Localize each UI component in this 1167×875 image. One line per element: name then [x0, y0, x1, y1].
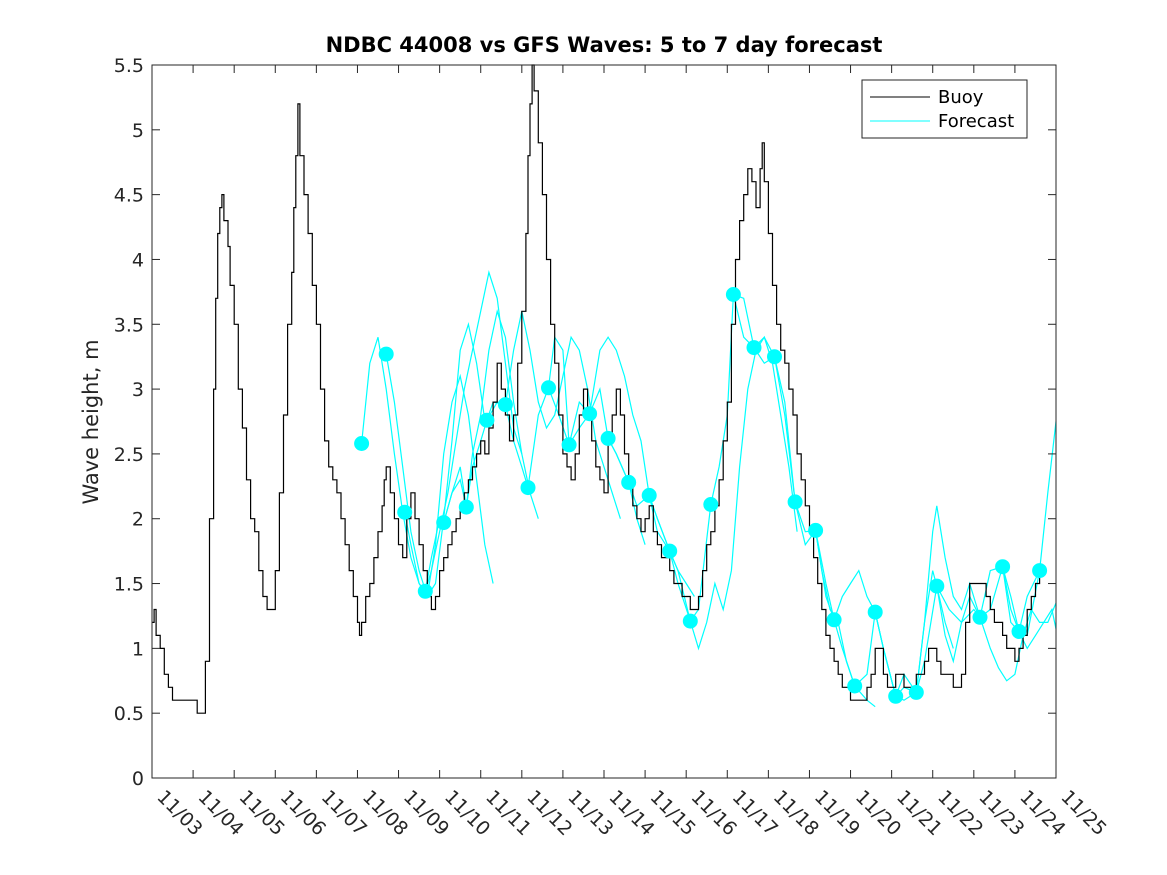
forecast-marker: [641, 487, 657, 503]
forecast-marker: [561, 437, 577, 453]
forecast-line: [607, 335, 798, 651]
y-tick-label: 0.5: [114, 703, 144, 725]
forecast-marker: [600, 430, 616, 446]
y-tick-label: 2.5: [114, 444, 144, 466]
forecast-marker: [847, 678, 863, 694]
y-tick-label: 0: [132, 768, 144, 790]
y-tick-label: 5: [132, 120, 144, 142]
forecast-marker: [746, 340, 762, 356]
forecast-marker: [458, 499, 474, 515]
forecast-marker: [1011, 624, 1027, 639]
legend-forecast-label: Forecast: [938, 111, 1014, 132]
forecast-marker: [541, 380, 556, 396]
legend: Buoy Forecast: [861, 79, 1028, 139]
forecast-marker: [929, 578, 945, 594]
forecast-marker: [787, 494, 803, 510]
forecast-marker: [703, 497, 719, 512]
y-axis-label: Wave height, m: [79, 339, 103, 504]
forecast-marker: [378, 346, 394, 362]
forecast-marker: [867, 604, 883, 620]
chart-title: NDBC 44008 vs GFS Waves: 5 to 7 day fore…: [326, 33, 883, 57]
y-tick-label: 3: [132, 379, 144, 401]
forecast-marker: [972, 609, 988, 625]
forecast-marker: [725, 287, 741, 302]
forecast-marker: [826, 612, 842, 628]
forecast-marker: [497, 397, 513, 413]
forecast-marker: [682, 613, 698, 629]
series-layer: [152, 64, 1057, 714]
forecast-marker: [808, 522, 824, 538]
forecast-marker: [888, 688, 904, 704]
y-tick-label: 1.5: [114, 574, 144, 596]
forecast-line: [385, 321, 494, 598]
forecast-marker: [767, 349, 782, 365]
y-tick-label: 3.5: [114, 314, 144, 336]
y-tick-label: 5.5: [114, 55, 144, 77]
forecast-marker: [995, 559, 1011, 575]
forecast-marker: [621, 474, 637, 490]
y-tick-label: 2: [132, 509, 144, 531]
forecast-marker: [582, 406, 598, 422]
forecast-marker: [662, 543, 678, 559]
buoy-line: [152, 64, 1041, 714]
legend-buoy-label: Buoy: [938, 87, 984, 108]
forecast-marker: [520, 480, 536, 496]
forecast-marker: [436, 515, 452, 531]
forecast-line: [1002, 566, 1057, 650]
forecast-line: [936, 585, 1057, 682]
forecast-marker: [908, 684, 924, 700]
forecast-marker: [354, 436, 370, 451]
y-tick-label: 4.5: [114, 185, 144, 207]
forecast-marker: [417, 583, 433, 599]
y-axis: 0 0.5 1 1.5 2 2.5 3 3.5 4 4.5 5 5.5: [114, 55, 1056, 790]
y-tick-label: 4: [132, 249, 144, 271]
forecast-marker: [1032, 563, 1048, 579]
plot-area: [152, 65, 1056, 778]
legend-box: [861, 79, 1028, 139]
forecast-marker: [479, 412, 495, 428]
y-tick-label: 1: [132, 638, 144, 660]
forecast-marker: [397, 504, 413, 520]
